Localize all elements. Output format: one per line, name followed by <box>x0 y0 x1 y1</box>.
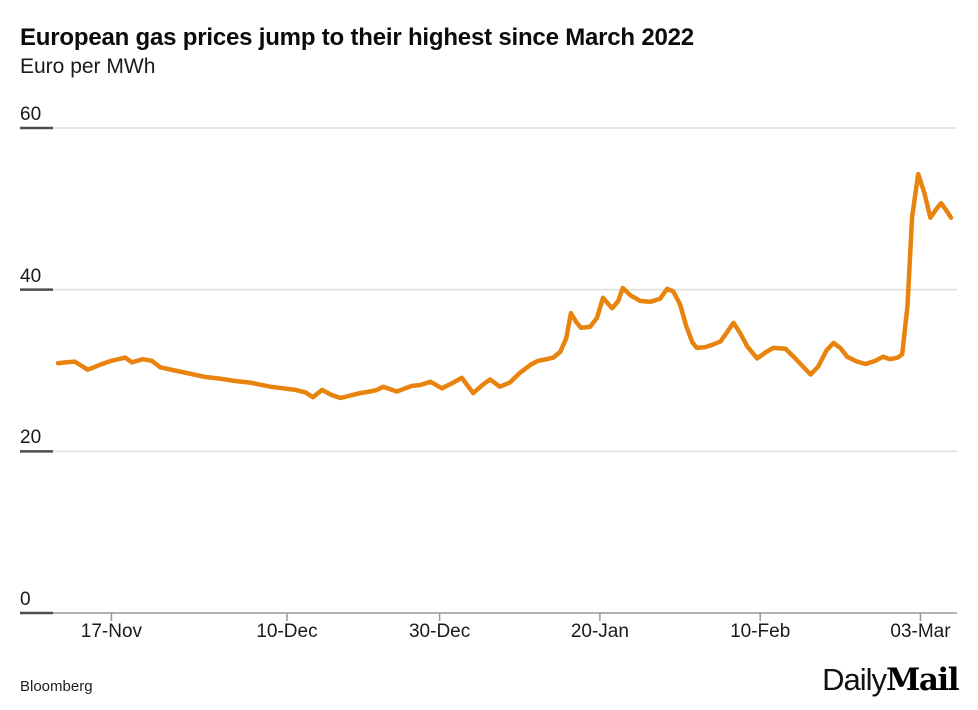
source-label: Bloomberg <box>20 678 93 695</box>
x-axis-label-30-Dec: 30-Dec <box>408 621 471 642</box>
logo-daily-text: Daily <box>822 662 887 697</box>
y-axis-label-20: 20 <box>20 427 42 449</box>
chart-subtitle: Euro per MWh <box>20 55 156 78</box>
y-axis-label-60: 60 <box>20 104 42 125</box>
logo-mail-text: Mail <box>886 662 959 698</box>
y-axis-label-40: 40 <box>20 265 42 287</box>
x-axis-label-03-Mar: 03-Mar <box>890 621 951 642</box>
chart-title: European gas prices jump to their highes… <box>20 24 694 52</box>
x-axis-label-10-Feb: 10-Feb <box>730 621 791 642</box>
dailymail-logo: DailyMail <box>822 662 959 698</box>
x-axis-label-17-Nov: 17-Nov <box>80 621 143 642</box>
price-line-series <box>55 171 954 401</box>
x-axis-label-20-Jan: 20-Jan <box>570 621 629 642</box>
x-axis-label-10-Dec: 10-Dec <box>256 621 318 642</box>
y-axis-label-0: 0 <box>20 589 31 610</box>
